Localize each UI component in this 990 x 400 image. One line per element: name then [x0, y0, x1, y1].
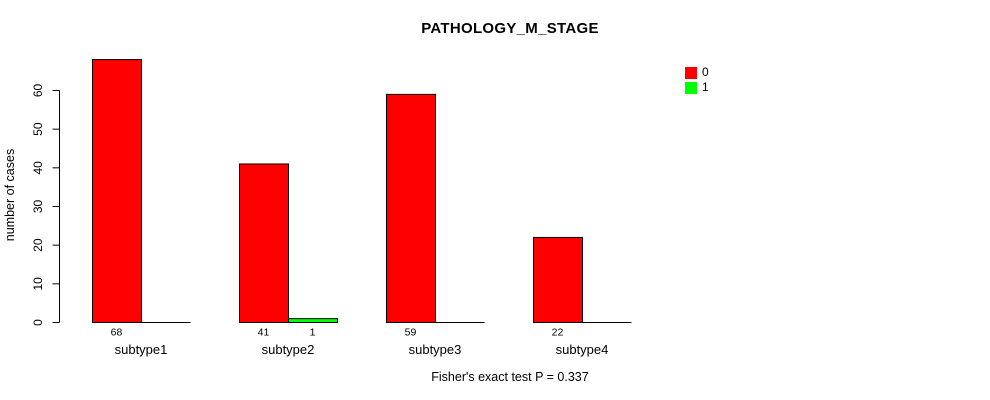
legend-label-0: 0 — [702, 65, 709, 79]
y-axis-tick-label: 50 — [31, 122, 45, 136]
y-axis-tick-label: 0 — [31, 319, 45, 326]
legend-swatch-green — [685, 81, 697, 94]
y-axis-title: number of cases — [3, 148, 17, 242]
y-axis-tick-label: 30 — [31, 200, 45, 214]
bar-value-label: 41 — [258, 327, 270, 339]
legend-swatch-red — [685, 66, 697, 79]
bar-value-label: 1 — [310, 327, 316, 339]
bar-0-subtype4 — [533, 236, 583, 323]
legend-item-1: 1 — [685, 80, 709, 95]
chart-title: PATHOLOGY_M_STAGE — [421, 20, 599, 37]
y-axis-tick-label: 40 — [31, 161, 45, 175]
bar-value-label: 22 — [552, 327, 564, 339]
legend-item-0: 0 — [685, 65, 709, 80]
fisher-test-footnote: Fisher's exact test P = 0.337 — [431, 370, 589, 384]
bar-value-label: 68 — [111, 327, 123, 339]
bar-0-subtype2 — [239, 163, 289, 323]
category-label-subtype4: subtype4 — [556, 342, 609, 357]
category-label-subtype2: subtype2 — [262, 342, 315, 357]
legend-label-1: 1 — [702, 80, 709, 94]
bar-value-label: 59 — [405, 327, 417, 339]
bar-1-subtype2 — [288, 318, 338, 323]
category-label-subtype1: subtype1 — [115, 342, 168, 357]
y-axis-tick-label: 60 — [31, 84, 45, 98]
bar-0-subtype1 — [92, 59, 142, 323]
y-axis-tick-label: 10 — [31, 277, 45, 291]
bar-0-subtype3 — [386, 93, 436, 323]
y-axis-tick-label: 20 — [31, 238, 45, 252]
legend: 0 1 — [685, 65, 709, 95]
category-label-subtype3: subtype3 — [409, 342, 462, 357]
